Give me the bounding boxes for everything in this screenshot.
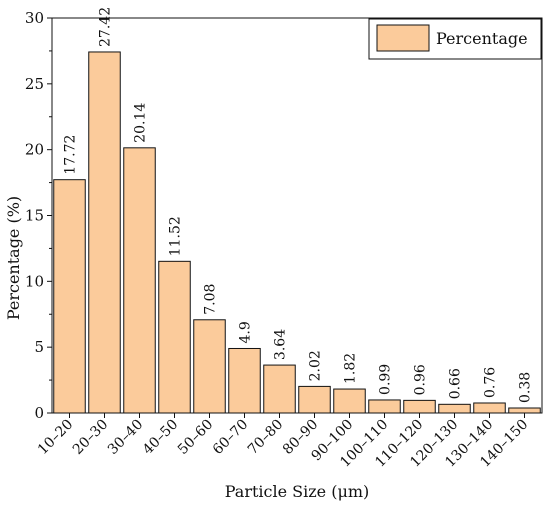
bar-140–150 bbox=[508, 407, 541, 414]
data-label: 7.08 bbox=[203, 284, 219, 315]
legend-label: Percentage bbox=[436, 29, 528, 48]
bar-130–140 bbox=[473, 402, 506, 414]
bar-100–110 bbox=[368, 399, 401, 414]
data-label: 20.14 bbox=[133, 103, 149, 143]
y-tick-label: 30 bbox=[25, 9, 44, 27]
bar-120–130 bbox=[438, 403, 471, 414]
x-tick-label: 60–70 bbox=[210, 417, 251, 458]
data-label: 3.64 bbox=[273, 329, 289, 360]
data-label: 17.72 bbox=[63, 135, 79, 175]
y-axis: 0 5 10 15 20 25 30 bbox=[25, 9, 52, 422]
data-labels-group: 17.72 27.42 20.14 11.52 7.08 4.9 3.64 2.02 1.82 0… bbox=[63, 7, 534, 403]
x-tick-label: 20–30 bbox=[70, 417, 111, 458]
data-label: 0.96 bbox=[413, 364, 429, 395]
data-label: 0.99 bbox=[378, 364, 394, 395]
bar-10–20 bbox=[53, 179, 86, 414]
y-tick-label: 15 bbox=[25, 207, 44, 225]
data-label: 0.38 bbox=[518, 372, 534, 403]
bar-50–60 bbox=[193, 319, 226, 414]
data-label: 27.42 bbox=[98, 7, 114, 47]
y-tick-label: 5 bbox=[34, 338, 44, 356]
y-tick-label: 10 bbox=[25, 272, 44, 290]
y-axis-title: Percentage (%) bbox=[4, 196, 23, 320]
y-tick-label: 0 bbox=[34, 404, 44, 422]
bar-90–100 bbox=[333, 388, 366, 414]
data-label: 4.9 bbox=[238, 321, 254, 343]
legend-swatch bbox=[376, 24, 430, 52]
bars-group bbox=[53, 51, 541, 414]
data-label: 1.82 bbox=[343, 353, 359, 384]
data-label: 0.76 bbox=[483, 367, 499, 398]
bar-70–80 bbox=[263, 364, 296, 414]
bar-40–50 bbox=[158, 260, 191, 414]
data-label: 2.02 bbox=[308, 350, 324, 381]
bar-30–40 bbox=[123, 147, 156, 414]
legend: Percentage bbox=[368, 18, 542, 60]
x-tick-label: 30–40 bbox=[105, 417, 146, 458]
data-label: 11.52 bbox=[168, 216, 184, 256]
x-tick-label: 40–50 bbox=[140, 417, 181, 458]
x-axis-title: Particle Size (μm) bbox=[225, 482, 370, 501]
bar-60–70 bbox=[228, 347, 261, 414]
x-tick-label: 10–20 bbox=[35, 417, 76, 458]
y-tick-label: 20 bbox=[25, 141, 44, 159]
bar-20–30 bbox=[88, 51, 121, 414]
plot-frame bbox=[51, 17, 543, 414]
x-tick-label: 50–60 bbox=[175, 417, 216, 458]
x-tick-label: 70–80 bbox=[245, 417, 286, 458]
y-tick-label: 25 bbox=[25, 75, 44, 93]
bar-110–120 bbox=[403, 399, 436, 414]
bar-80–90 bbox=[298, 385, 331, 414]
data-label: 0.66 bbox=[448, 368, 464, 399]
x-axis: 10–2020–3030–4040–5050–6060–7070–8080–90… bbox=[35, 413, 531, 471]
